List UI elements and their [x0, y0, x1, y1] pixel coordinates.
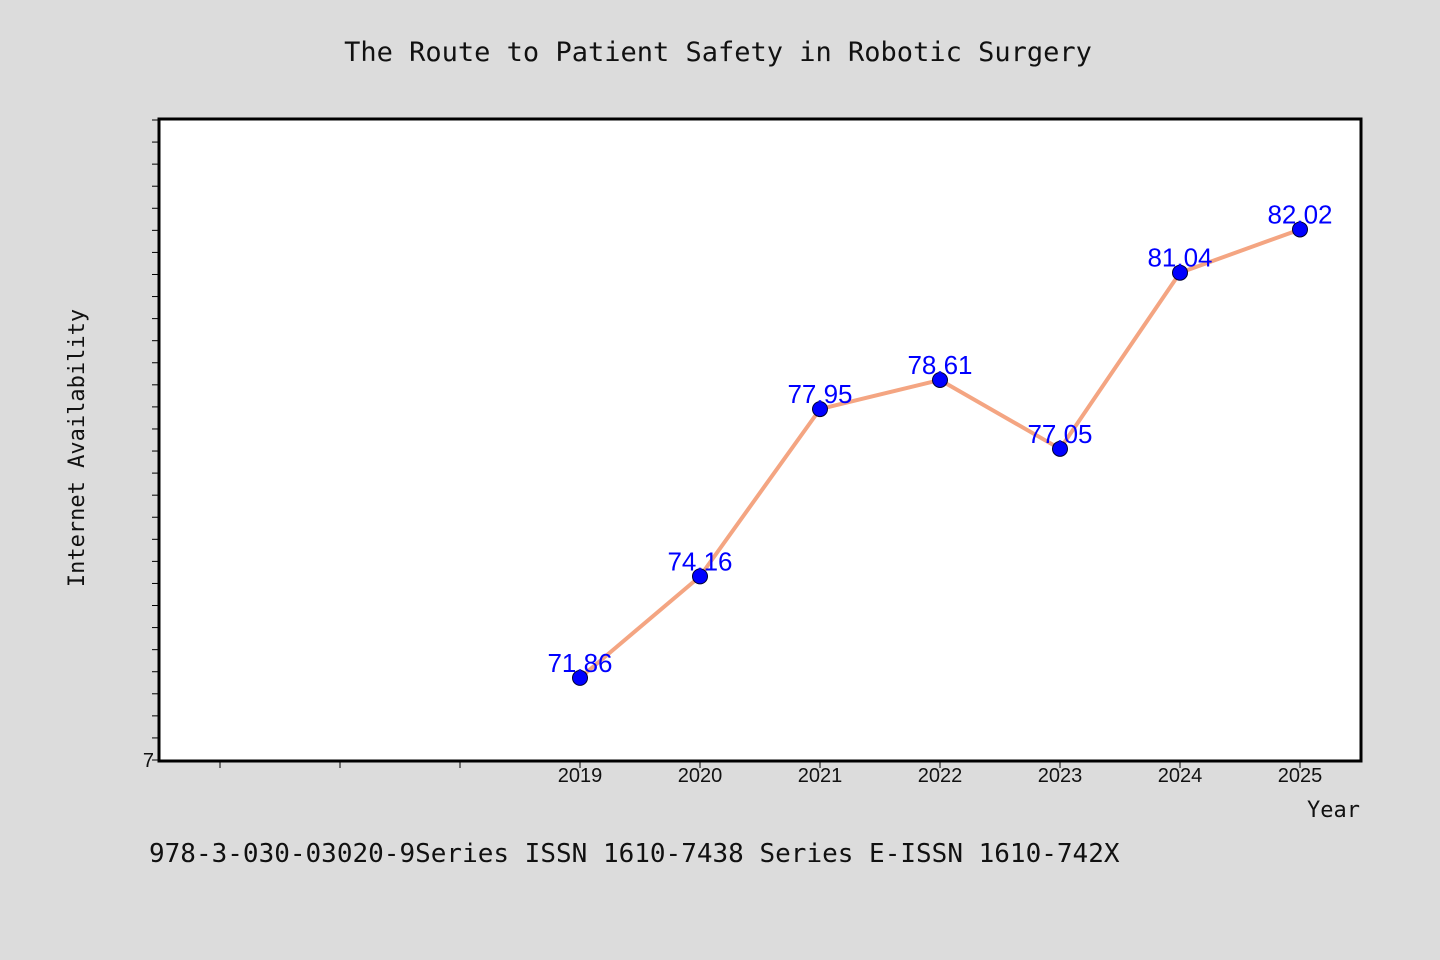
x-tick-label: 2025	[1278, 765, 1323, 787]
data-point-marker	[1292, 221, 1308, 238]
series-layer: 71.86 74.16 77.95 78.61 77.05 81.04 82.02	[547, 199, 1333, 686]
data-label: 77.95	[787, 379, 852, 409]
x-tick-label: 2024	[1158, 765, 1203, 787]
y-axis: 7	[143, 119, 160, 772]
footer-text: 978-3-030-03020-9Series ISSN 1610-7438 S…	[149, 839, 1120, 869]
data-point-marker	[812, 401, 828, 418]
data-point-marker	[572, 669, 588, 686]
data-label: 71.86	[547, 648, 612, 678]
x-tick-label: 2021	[798, 765, 843, 787]
data-point-marker	[692, 568, 708, 585]
data-point-marker	[1052, 440, 1068, 457]
y-axis-label: Internet Availability	[65, 309, 90, 587]
x-tick-label: 2022	[918, 765, 963, 787]
data-point-marker	[1172, 264, 1188, 281]
x-axis-label: Year	[1307, 798, 1360, 823]
x-tick-label: 2019	[558, 765, 603, 787]
data-label: 74.16	[667, 546, 732, 576]
y-tick-label: 7	[143, 750, 154, 772]
data-label: 82.02	[1267, 199, 1332, 229]
chart-title: The Route to Patient Safety in Robotic S…	[344, 37, 1092, 68]
data-label: 77.05	[1027, 419, 1092, 449]
data-label: 81.04	[1147, 243, 1212, 273]
x-tick-label: 2020	[678, 765, 723, 787]
data-point-marker	[932, 371, 948, 388]
x-tick-label: 2023	[1038, 765, 1083, 787]
x-axis: 2019 2020 2021 2022 2023 2024 2025	[219, 760, 1323, 787]
plot-area	[157, 117, 1363, 763]
data-label: 78.61	[907, 350, 972, 380]
